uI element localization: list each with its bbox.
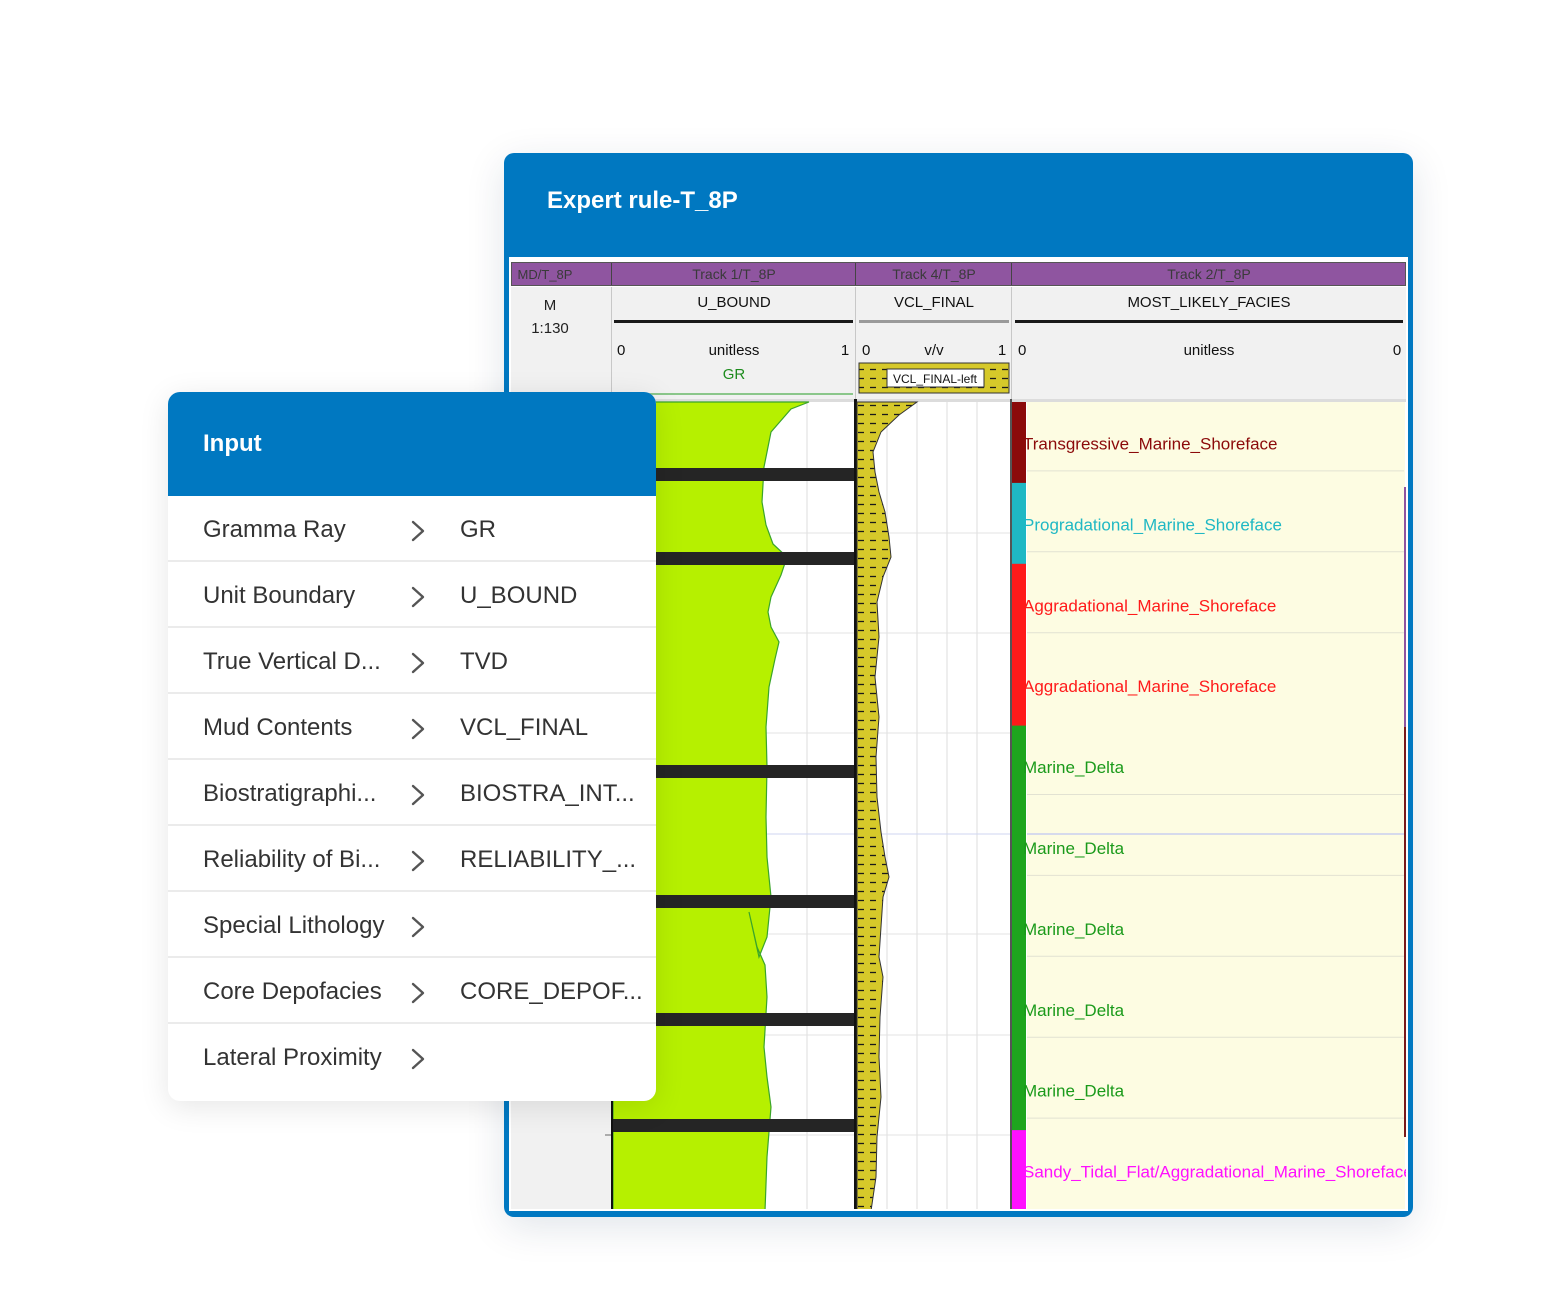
vcl-fill-label: VCL_FINAL-left bbox=[893, 372, 978, 386]
input-row-label: Unit Boundary bbox=[203, 582, 356, 609]
input-row-biostratigraphic[interactable]: Biostratigraphi... BIOSTRA_INT... bbox=[168, 760, 656, 826]
facies-color-bar bbox=[1012, 1130, 1026, 1211]
input-row-value[interactable]: GR bbox=[460, 516, 496, 543]
input-row-value[interactable]: RELIABILITY_... bbox=[460, 846, 637, 873]
facies-label: Marine_Delta bbox=[1023, 839, 1125, 858]
facies-color-bar bbox=[1012, 887, 1026, 969]
gr-curve-label[interactable]: GR bbox=[723, 366, 746, 383]
input-row-label: Lateral Proximity bbox=[203, 1044, 382, 1071]
track2-min: 0 bbox=[1018, 342, 1026, 359]
facies-label: Marine_Delta bbox=[1023, 1001, 1125, 1020]
facies-label: Sandy_Tidal_Flat/Aggradational_Marine_Sh… bbox=[1023, 1163, 1408, 1182]
facies-color-bar bbox=[1012, 482, 1026, 565]
expert-window-title: Expert rule-T_8P bbox=[547, 187, 738, 214]
chevron-right-icon[interactable] bbox=[408, 520, 428, 542]
facies-color-bar bbox=[1012, 1049, 1026, 1131]
unit-boundary-bar bbox=[613, 1013, 856, 1026]
md-scale: 1:130 bbox=[531, 320, 569, 337]
track2-unit: unitless bbox=[1184, 342, 1235, 359]
track2-name: Track 2/T_8P bbox=[1167, 266, 1251, 282]
input-panel-header: Input bbox=[168, 392, 656, 496]
chevron-right-icon[interactable] bbox=[408, 586, 428, 608]
vcl-curve-fill bbox=[856, 401, 919, 1211]
unit-boundary-bar bbox=[613, 468, 856, 481]
input-row-value[interactable]: CORE_DEPOF... bbox=[460, 978, 643, 1005]
track1-unit: unitless bbox=[709, 342, 760, 359]
input-row-value[interactable]: TVD bbox=[460, 648, 508, 675]
input-row-label: Gramma Ray bbox=[203, 516, 346, 543]
track1-name: Track 1/T_8P bbox=[692, 266, 776, 282]
input-row-reliability[interactable]: Reliability of Bi... RELIABILITY_... bbox=[168, 826, 656, 892]
gr-curve-fill bbox=[612, 401, 810, 1211]
track4-name: Track 4/T_8P bbox=[892, 266, 976, 282]
input-row-lateral-proximity[interactable]: Lateral Proximity bbox=[168, 1024, 656, 1090]
input-mapping-list: Gramma Ray GR Unit Boundary U_BOUND True Ver… bbox=[168, 496, 656, 1090]
track4-unit: v/v bbox=[924, 342, 944, 359]
facies-label: Marine_Delta bbox=[1023, 1082, 1125, 1101]
track1-max: 1 bbox=[841, 342, 849, 359]
chevron-right-icon[interactable] bbox=[408, 1048, 428, 1070]
unit-boundary-bar bbox=[613, 1119, 856, 1132]
track1-min: 0 bbox=[617, 342, 625, 359]
input-row-mud-contents[interactable]: Mud Contents VCL_FINAL bbox=[168, 694, 656, 760]
input-row-true-vertical-depth[interactable]: True Vertical D... TVD bbox=[168, 628, 656, 694]
facies-label: Aggradational_Marine_Shoreface bbox=[1023, 596, 1276, 615]
unit-boundary-bar bbox=[613, 765, 856, 778]
input-row-label: True Vertical D... bbox=[203, 648, 381, 675]
input-row-special-lithology[interactable]: Special Lithology bbox=[168, 892, 656, 958]
input-panel: Input Gramma Ray GR Unit Boundary U_BOUND Tr… bbox=[168, 392, 656, 1101]
track2-max: 0 bbox=[1393, 342, 1401, 359]
md-track-name: MD/T_8P bbox=[518, 267, 573, 282]
chevron-right-icon[interactable] bbox=[408, 652, 428, 674]
facies-color-bar bbox=[1012, 563, 1026, 646]
input-row-value[interactable]: BIOSTRA_INT... bbox=[460, 780, 635, 807]
chevron-right-icon[interactable] bbox=[408, 916, 428, 938]
input-row-value[interactable]: VCL_FINAL bbox=[460, 714, 589, 741]
unit-boundary-bar bbox=[613, 552, 856, 565]
chevron-right-icon[interactable] bbox=[408, 784, 428, 806]
facies-label: Aggradational_Marine_Shoreface bbox=[1023, 677, 1276, 696]
facies-label: Marine_Delta bbox=[1023, 758, 1125, 777]
facies-color-bar bbox=[1012, 968, 1026, 1050]
facies-color-bar bbox=[1012, 644, 1026, 727]
chevron-right-icon[interactable] bbox=[408, 982, 428, 1004]
input-row-unit-boundary[interactable]: Unit Boundary U_BOUND bbox=[168, 562, 656, 628]
facies-color-bar bbox=[1012, 806, 1026, 888]
input-row-value[interactable]: U_BOUND bbox=[460, 582, 578, 609]
track2-curve[interactable]: MOST_LIKELY_FACIES bbox=[1127, 294, 1290, 311]
input-row-label: Special Lithology bbox=[203, 912, 385, 939]
md-unit: M bbox=[544, 297, 557, 314]
facies-label: Transgressive_Marine_Shoreface bbox=[1023, 434, 1278, 453]
input-row-label: Biostratigraphi... bbox=[203, 780, 377, 807]
input-row-label: Core Depofacies bbox=[203, 978, 382, 1005]
input-panel-title: Input bbox=[203, 430, 262, 457]
facies-track-bg bbox=[1027, 402, 1405, 1211]
unit-boundary-bar bbox=[613, 895, 856, 908]
facies-label: Progradational_Marine_Shoreface bbox=[1023, 515, 1282, 534]
input-row-gamma-ray[interactable]: Gramma Ray GR bbox=[168, 496, 656, 562]
facies-color-bar bbox=[1012, 402, 1026, 484]
facies-label: Marine_Delta bbox=[1023, 920, 1125, 939]
input-row-core-depofacies[interactable]: Core Depofacies CORE_DEPOF... bbox=[168, 958, 656, 1024]
track4-min: 0 bbox=[862, 342, 870, 359]
facies-color-bar bbox=[1012, 725, 1026, 807]
chevron-right-icon[interactable] bbox=[408, 850, 428, 872]
chevron-right-icon[interactable] bbox=[408, 718, 428, 740]
input-row-label: Reliability of Bi... bbox=[203, 846, 381, 873]
input-row-label: Mud Contents bbox=[203, 714, 353, 741]
track4-curve[interactable]: VCL_FINAL bbox=[894, 294, 974, 311]
track1-curve[interactable]: U_BOUND bbox=[697, 294, 771, 311]
track4-max: 1 bbox=[998, 342, 1006, 359]
facies-track: Transgressive_Marine_Shoreface Progradati… bbox=[1012, 402, 1408, 1211]
